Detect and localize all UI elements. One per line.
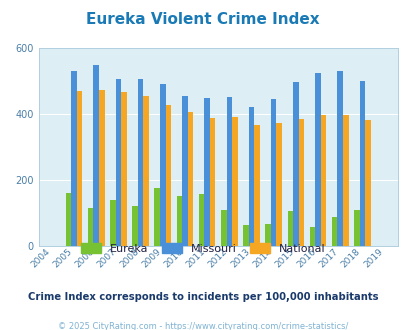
Bar [115,79,121,246]
Bar [226,97,232,246]
Bar [110,200,115,246]
Bar [320,115,326,246]
Legend: Eureka, Missouri, National: Eureka, Missouri, National [76,239,329,258]
Bar [154,188,160,246]
Bar [187,112,193,246]
Bar [331,217,337,246]
Bar [292,82,298,246]
Bar [220,210,226,246]
Text: Crime Index corresponds to incidents per 100,000 inhabitants: Crime Index corresponds to incidents per… [28,292,377,302]
Bar [276,123,281,246]
Bar [137,79,143,246]
Bar [342,115,347,246]
Text: Eureka Violent Crime Index: Eureka Violent Crime Index [86,12,319,26]
Bar [243,225,248,246]
Bar [198,194,204,246]
Bar [337,71,342,246]
Bar [353,210,359,246]
Bar [93,65,99,246]
Bar [270,99,276,246]
Bar [71,71,77,246]
Bar [176,196,182,246]
Bar [232,117,237,246]
Bar [309,227,315,246]
Bar [315,73,320,246]
Bar [287,211,292,246]
Bar [143,96,149,246]
Bar [364,120,370,246]
Bar [132,206,137,246]
Bar [204,98,209,246]
Bar [77,91,82,246]
Bar [209,118,215,246]
Bar [121,92,126,246]
Bar [265,224,270,246]
Bar [165,105,171,246]
Bar [182,96,187,246]
Bar [66,193,71,246]
Bar [99,90,104,246]
Bar [88,208,93,246]
Bar [248,107,254,246]
Bar [359,81,364,246]
Bar [298,119,303,246]
Text: © 2025 CityRating.com - https://www.cityrating.com/crime-statistics/: © 2025 CityRating.com - https://www.city… [58,322,347,330]
Bar [254,125,259,246]
Bar [160,84,165,246]
